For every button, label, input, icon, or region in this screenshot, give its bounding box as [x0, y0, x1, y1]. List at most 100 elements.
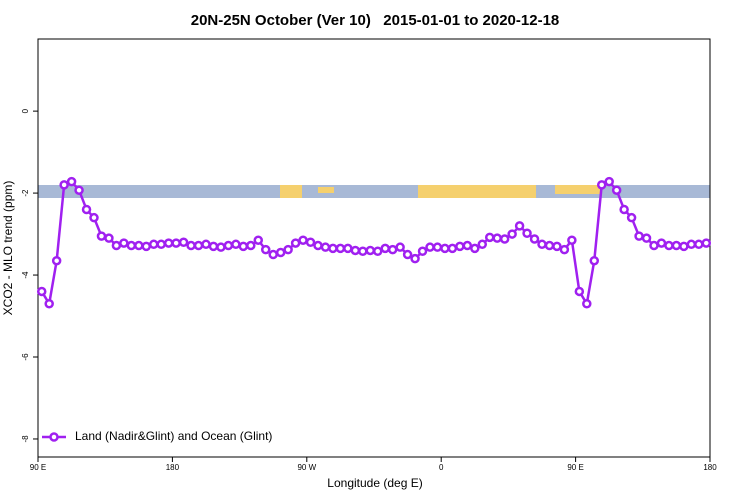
point	[119, 238, 129, 248]
point	[686, 239, 697, 250]
x-tick-label: 180	[166, 463, 180, 472]
point	[589, 255, 600, 266]
point	[59, 180, 69, 190]
x-tick-label: 90 W	[297, 463, 316, 472]
point	[529, 234, 540, 244]
point	[395, 242, 405, 252]
x-tick-label: 180	[703, 463, 717, 472]
point	[148, 239, 159, 250]
y-tick-label: -6	[21, 353, 30, 361]
point	[178, 237, 189, 248]
point	[171, 238, 181, 248]
point	[694, 239, 704, 250]
point	[74, 185, 84, 195]
x-axis-label: Longitude (deg E)	[327, 476, 422, 490]
point	[343, 243, 353, 254]
point	[410, 253, 420, 264]
point	[582, 298, 592, 309]
point	[499, 234, 510, 244]
point	[649, 240, 659, 251]
point	[283, 244, 293, 255]
y-tick-label: 0	[21, 108, 30, 113]
point	[477, 239, 488, 250]
point	[470, 243, 480, 254]
point	[462, 240, 473, 251]
point	[387, 244, 398, 255]
point	[604, 176, 614, 187]
point	[238, 241, 249, 252]
point	[134, 240, 144, 251]
point	[253, 235, 264, 245]
point	[66, 176, 77, 187]
point	[141, 241, 152, 252]
point	[260, 244, 271, 255]
point	[402, 249, 413, 260]
point	[671, 240, 682, 251]
point	[447, 243, 458, 254]
point	[320, 242, 331, 252]
point	[313, 240, 323, 251]
point	[298, 235, 308, 245]
point	[596, 180, 607, 190]
point	[417, 246, 428, 257]
point	[611, 185, 622, 195]
point	[440, 243, 450, 254]
point	[432, 242, 443, 252]
point	[567, 235, 577, 245]
point	[626, 212, 637, 223]
point	[156, 239, 166, 250]
point	[507, 229, 517, 239]
point	[275, 247, 286, 258]
point	[81, 204, 92, 215]
point	[290, 238, 301, 248]
point	[372, 246, 383, 257]
point	[537, 239, 547, 250]
point	[163, 238, 174, 248]
point	[365, 245, 376, 256]
point	[350, 245, 361, 256]
y-tick-label: -2	[21, 189, 30, 197]
point	[559, 244, 570, 255]
point	[44, 298, 54, 309]
point	[201, 239, 211, 250]
point	[544, 240, 555, 251]
y-axis-label: XCO2 - MLO trend (ppm)	[1, 181, 15, 316]
x-tick-label: 90 E	[30, 463, 46, 472]
point	[216, 242, 226, 252]
point	[104, 233, 114, 243]
point	[380, 243, 390, 254]
map-strip	[38, 185, 710, 198]
point	[634, 231, 644, 241]
point	[126, 240, 137, 251]
point	[455, 241, 465, 252]
point	[425, 242, 435, 252]
x-tick-label: 0	[439, 463, 444, 472]
point	[679, 241, 689, 252]
x-tick-label: 90 E	[567, 463, 583, 472]
point	[89, 212, 99, 223]
point	[305, 237, 316, 248]
point	[335, 243, 346, 254]
point	[223, 240, 234, 251]
point	[193, 240, 204, 251]
point	[328, 243, 338, 254]
point	[246, 240, 256, 251]
point	[664, 240, 674, 251]
y-tick-label: -4	[21, 271, 30, 279]
point	[514, 221, 525, 231]
point	[186, 240, 196, 251]
point	[96, 231, 107, 241]
point	[641, 233, 652, 243]
chart-title: 20N-25N October (Ver 10) 2015-01-01 to 2…	[191, 12, 560, 29]
point	[268, 249, 278, 260]
point	[574, 286, 585, 297]
point	[111, 240, 122, 251]
point	[619, 204, 629, 215]
legend-label: Land (Nadir&Glint) and Ocean (Glint)	[75, 429, 272, 443]
point	[552, 241, 562, 252]
point	[358, 246, 368, 257]
point	[231, 239, 241, 250]
point	[208, 241, 219, 252]
point	[656, 238, 667, 248]
